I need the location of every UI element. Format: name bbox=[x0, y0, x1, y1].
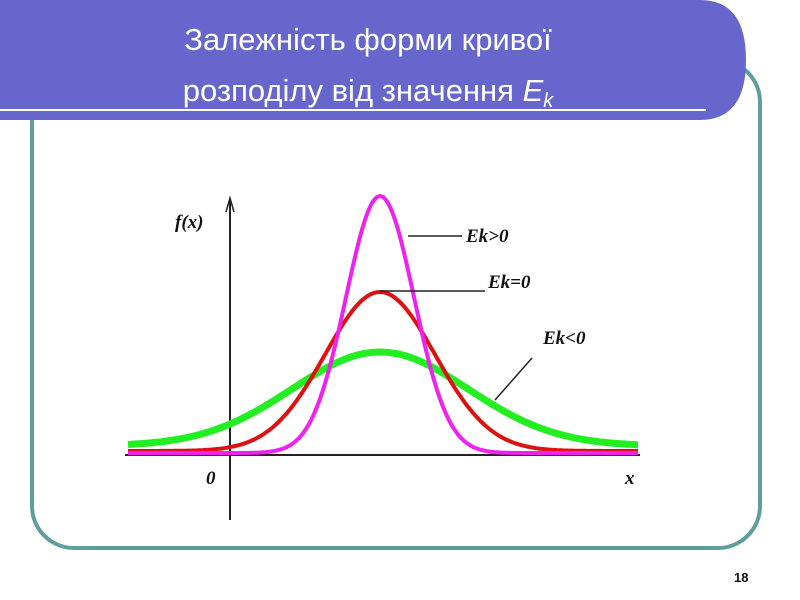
y-axis-label: f(x) bbox=[175, 212, 203, 233]
frame bbox=[30, 58, 762, 550]
curve bbox=[128, 193, 638, 455]
curve-label: Ek=0 bbox=[487, 272, 531, 293]
title-line2: розподілу від значення Ek bbox=[183, 73, 555, 112]
title-text: розподілу від значення bbox=[183, 73, 523, 108]
curve-label: Ek>0 bbox=[465, 226, 509, 247]
curve bbox=[128, 289, 638, 453]
curve bbox=[127, 348, 639, 449]
origin-label: 0 bbox=[206, 468, 216, 489]
title-subscript: k bbox=[543, 90, 554, 112]
page-number: 18 bbox=[734, 570, 748, 585]
curves bbox=[127, 193, 639, 455]
leader bbox=[494, 357, 533, 401]
title-line1: Залежність форми кривої bbox=[184, 22, 552, 57]
header-band bbox=[0, 0, 746, 120]
title-symbol: E bbox=[523, 73, 544, 108]
curve-label: Ek<0 bbox=[542, 328, 586, 349]
y-arrow bbox=[225, 195, 235, 213]
x-axis-label: x bbox=[624, 468, 635, 489]
